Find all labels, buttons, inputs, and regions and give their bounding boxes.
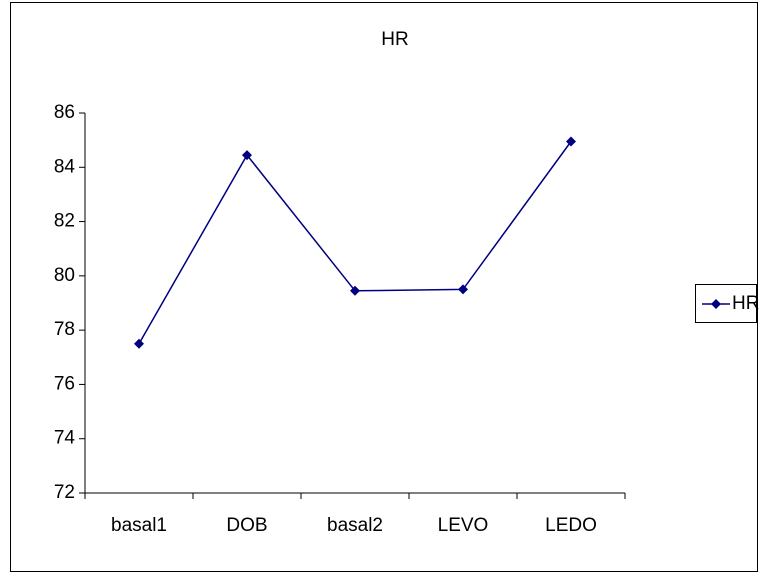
x-tick-label: LEVO — [438, 515, 489, 536]
chart-border — [10, 2, 758, 572]
y-tick-label: 86 — [54, 102, 75, 123]
x-tick-label: DOB — [226, 515, 267, 536]
legend-label: HR — [732, 293, 759, 314]
data-point — [566, 136, 576, 147]
y-tick-label: 80 — [54, 265, 75, 286]
y-tick-label: 72 — [54, 482, 75, 503]
x-tick-label: basal1 — [111, 515, 167, 536]
y-tick-label: 84 — [54, 156, 76, 177]
data-point — [350, 285, 360, 296]
legend-marker — [711, 299, 721, 309]
chart-title: HR — [381, 29, 408, 50]
data-point — [242, 150, 252, 161]
data-point — [134, 338, 144, 349]
x-tick-label: basal2 — [327, 515, 383, 536]
data-point — [458, 284, 468, 295]
y-tick-label: 76 — [54, 373, 75, 394]
y-tick-label: 78 — [54, 319, 75, 340]
y-tick-label: 74 — [54, 428, 76, 449]
x-tick-label: LEDO — [545, 515, 597, 536]
y-tick-label: 82 — [54, 211, 75, 232]
